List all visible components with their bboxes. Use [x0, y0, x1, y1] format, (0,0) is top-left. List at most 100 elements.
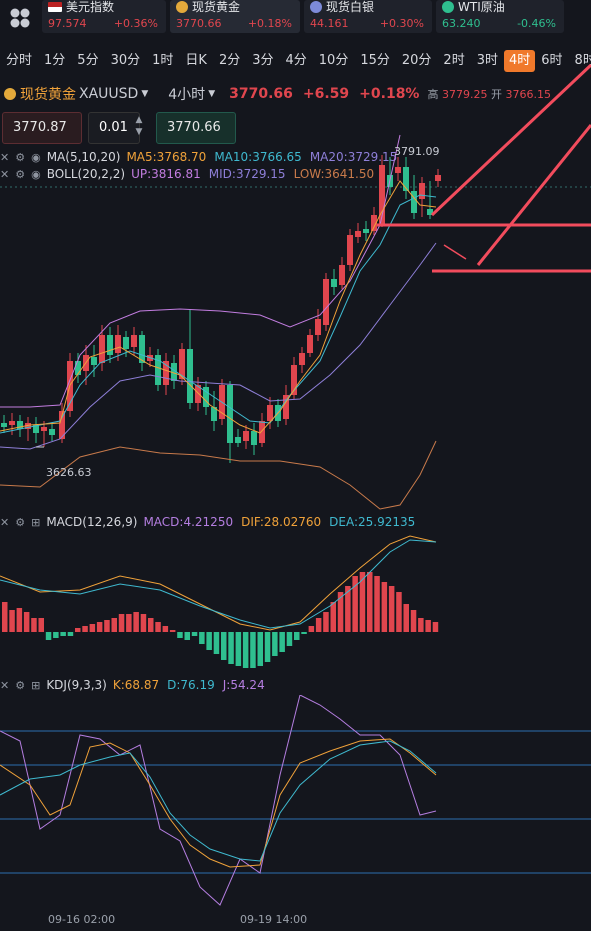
macd-histogram-bar — [2, 602, 8, 632]
eye-icon[interactable]: ◉ — [31, 150, 41, 164]
macd-histogram-bar — [250, 632, 256, 668]
macd-histogram-bar — [345, 586, 351, 632]
tab-timeframe-10[interactable]: 15分 — [360, 53, 390, 68]
ticker-usd-index[interactable]: 美元指数 97.574 +0.36% — [42, 0, 166, 33]
candle-body — [299, 353, 305, 365]
macd-histogram-bar — [16, 608, 23, 632]
macd-histogram-bar — [272, 632, 278, 656]
candle-body — [195, 385, 201, 403]
symbol-code[interactable]: XAUUSD — [79, 86, 139, 102]
tab-timeframe-16[interactable]: 8时 — [574, 53, 591, 68]
macd-histogram-bar — [330, 602, 336, 632]
candle-body — [99, 335, 105, 363]
tab-timeframe-12[interactable]: 2时 — [443, 53, 465, 68]
candle-body — [179, 349, 185, 379]
sell-price-button[interactable]: 3770.87 — [2, 112, 82, 144]
macd-histogram-bar — [38, 618, 44, 632]
expand-icon[interactable]: ⊞ — [31, 515, 41, 529]
tab-timeframe-9[interactable]: 10分 — [318, 53, 349, 68]
ticker-change: +0.18% — [247, 17, 292, 30]
macd-histogram-bar — [206, 632, 212, 650]
candle-body — [411, 191, 417, 213]
candle-body — [403, 167, 409, 191]
settings-icon[interactable]: ⚙ — [15, 167, 26, 181]
k-value: K:68.87 — [112, 678, 160, 692]
candle-body — [243, 431, 249, 441]
macd-chart[interactable] — [0, 532, 591, 672]
tab-timeframe-14[interactable]: 4时 — [503, 50, 536, 72]
candlestick-chart[interactable]: 3791.09 3626.63 — [0, 63, 591, 510]
chevron-up-icon[interactable]: ▲ — [135, 115, 143, 125]
candle-body — [33, 425, 39, 433]
tab-timeframe-7[interactable]: 3分 — [252, 53, 274, 68]
tab-timeframe-13[interactable]: 3时 — [476, 53, 498, 68]
ticker-name: WTI原油 — [458, 0, 505, 14]
macd-histogram-bar — [396, 592, 402, 632]
tab-timeframe-4[interactable]: 1时 — [152, 53, 174, 68]
close-icon[interactable]: ✕ — [0, 515, 10, 529]
candle-body — [155, 355, 161, 385]
tab-timeframe-11[interactable]: 20分 — [401, 53, 432, 68]
macd-histogram-bar — [126, 614, 132, 632]
chevron-down-icon[interactable]: ▼ — [135, 127, 143, 137]
ma5-line — [0, 180, 437, 434]
macd-histogram-bar — [111, 618, 117, 632]
tab-timeframe-8[interactable]: 4分 — [285, 53, 307, 68]
ticker-name: 现货白银 — [326, 0, 375, 14]
ticker-wti-oil[interactable]: WTI原油 63.240 -0.46% — [436, 0, 564, 33]
app-logo-icon[interactable] — [2, 0, 38, 36]
quantity-stepper[interactable]: ▲ ▼ — [132, 114, 146, 140]
expand-icon[interactable]: ⊞ — [31, 678, 41, 692]
tab-timeframe-2[interactable]: 5分 — [77, 53, 99, 68]
timeframe-bar: 分时 1分 5分 30分 1时 日K 2分 3分 4分 10分 15分 20分 2时 3时 4时 6时 8时 — [0, 48, 591, 74]
j-value: J:54.24 — [222, 678, 265, 692]
symbol-name[interactable]: 现货黄金 — [20, 87, 76, 103]
close-icon[interactable]: ✕ — [0, 678, 10, 692]
macd-histogram-bar — [286, 632, 293, 646]
tab-timeframe-3[interactable]: 30分 — [110, 53, 141, 68]
eye-icon[interactable]: ◉ — [31, 167, 41, 181]
candle-body — [259, 421, 265, 443]
settings-icon[interactable]: ⚙ — [15, 515, 26, 529]
macd-histogram-bar — [337, 592, 344, 632]
dea-value: DEA:25.92135 — [329, 515, 416, 529]
macd-histogram-bar — [308, 626, 315, 632]
candle-body — [49, 429, 55, 435]
ticker-name: 美元指数 — [66, 0, 115, 14]
kdj-chart[interactable] — [0, 695, 591, 910]
date-label: 09-16 02:00 — [48, 913, 116, 926]
silver-coin-icon — [310, 0, 322, 13]
tab-timeframe-6[interactable]: 2分 — [218, 53, 241, 68]
ticker-spot-gold[interactable]: 现货黄金 3770.66 +0.18% — [170, 0, 300, 33]
settings-icon[interactable]: ⚙ — [15, 150, 26, 164]
tab-timeframe-0[interactable]: 分时 — [6, 53, 33, 68]
ma-legend: ✕ ⚙ ◉ MA(5,10,20) MA5:3768.70 MA10:3766.… — [0, 149, 397, 165]
macd-histogram-bar — [133, 612, 139, 632]
close-icon[interactable]: ✕ — [0, 150, 10, 164]
tab-timeframe-5[interactable]: 日K — [185, 53, 207, 68]
candle-body — [187, 349, 193, 403]
tab-timeframe-15[interactable]: 6时 — [541, 53, 563, 68]
chevron-down-icon[interactable]: ▼ — [208, 89, 216, 99]
dif-value: DIF:28.02760 — [241, 515, 322, 529]
candle-body — [347, 235, 353, 265]
candle-body — [9, 421, 15, 425]
macd-histogram-bar — [228, 632, 234, 664]
close-icon[interactable]: ✕ — [0, 167, 10, 181]
candle-body — [291, 365, 297, 395]
quantity-input[interactable]: 0.01 — [88, 112, 140, 144]
macd-histogram-bar — [67, 632, 74, 636]
chevron-down-icon[interactable]: ▼ — [141, 89, 149, 99]
period-selector[interactable]: 4小时 — [168, 87, 206, 103]
candle-body — [427, 209, 433, 215]
buy-price-button[interactable]: 3770.66 — [156, 112, 236, 144]
macd-histogram-bar — [9, 610, 15, 632]
macd-label: MACD(12,26,9) — [46, 515, 138, 529]
candle-body — [211, 407, 217, 421]
macd-histogram-bar — [425, 620, 431, 632]
tab-timeframe-1[interactable]: 1分 — [44, 53, 66, 68]
settings-icon[interactable]: ⚙ — [15, 678, 26, 692]
macd-histogram-bar — [294, 632, 300, 640]
ticker-spot-silver[interactable]: 现货白银 44.161 +0.30% — [304, 0, 432, 33]
macd-histogram-bar — [82, 626, 88, 632]
